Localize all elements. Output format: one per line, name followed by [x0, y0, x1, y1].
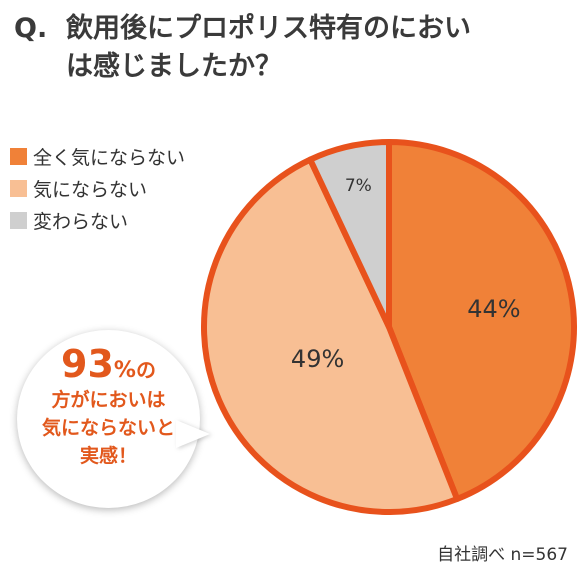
- legend-label-1: 気にならない: [33, 178, 148, 201]
- legend-swatch-1: [10, 179, 27, 197]
- legend-swatch-0: [10, 147, 27, 165]
- pie-slice-0: [386, 139, 577, 503]
- pie-label-2: 7%: [345, 176, 372, 196]
- callout-line-2: 気にならないと: [41, 417, 175, 439]
- legend-item-1: 気にならない: [10, 172, 185, 204]
- legend-item-0: 全く気にならない: [10, 140, 185, 172]
- legend-swatch-2: [10, 211, 27, 229]
- chart-title: Q. 飲用後にプロポリス特有のにおい は感じましたか？: [14, 10, 574, 86]
- legend-item-2: 変わらない: [10, 204, 185, 236]
- legend-label-2: 変わらない: [33, 210, 129, 233]
- callout-bubble: [17, 330, 200, 508]
- callout-number: 93: [61, 342, 114, 386]
- callout-particle: の: [135, 358, 156, 382]
- pie-slice-2: [307, 139, 392, 330]
- callout-text: 93%の 方がにおいは 気にならないと 実感！: [17, 342, 200, 470]
- source-note: 自社調べ n=567: [437, 545, 568, 565]
- callout-line-1: 方がにおいは: [51, 389, 166, 411]
- title-line-1: 飲用後にプロポリス特有のにおい: [66, 13, 471, 44]
- legend-label-0: 全く気にならない: [33, 146, 186, 169]
- callout-line-3: 実感！: [79, 445, 137, 467]
- title-line-2: は感じましたか？: [66, 51, 282, 82]
- pie-label-0: 44%: [467, 295, 520, 323]
- callout-percent: %: [113, 358, 136, 383]
- legend: 全く気にならない 気にならない 変わらない: [10, 140, 185, 236]
- callout-bubble-tail: [176, 420, 210, 448]
- pie-label-1: 49%: [291, 345, 344, 373]
- pie-slice-1: [201, 156, 461, 515]
- question-mark-label: Q.: [14, 13, 48, 44]
